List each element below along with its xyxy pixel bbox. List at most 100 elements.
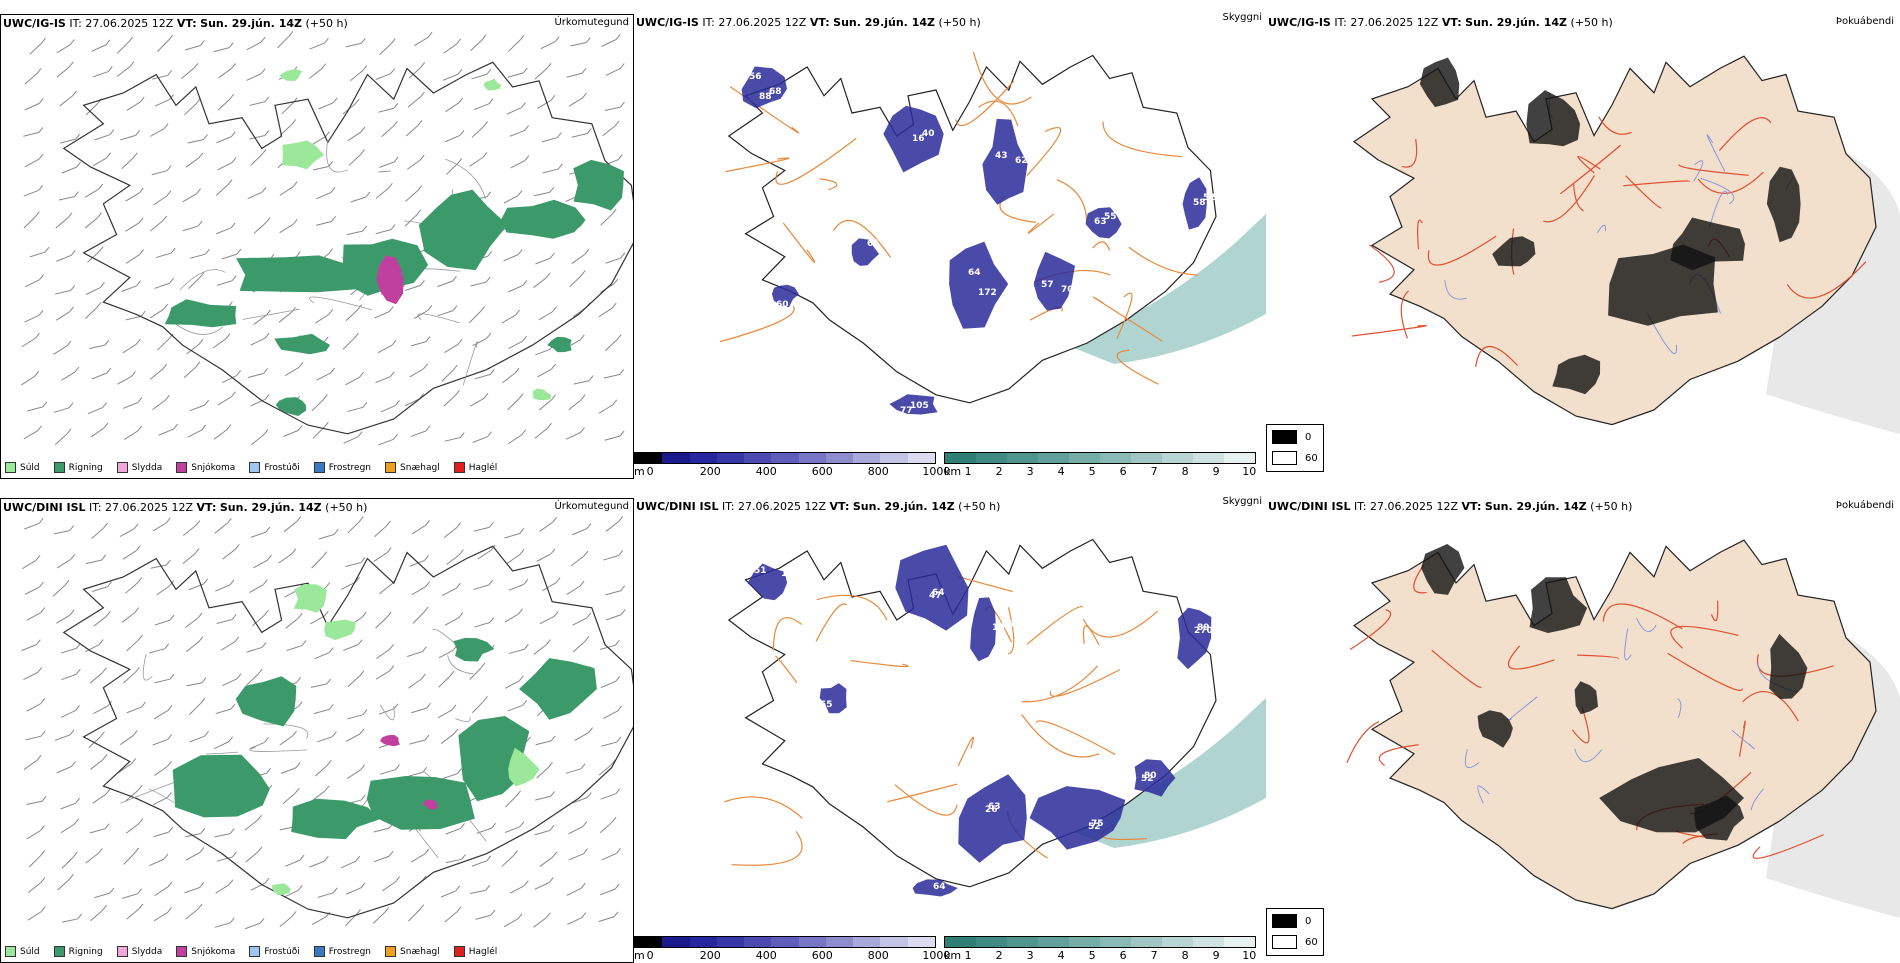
- wind-barb: [90, 754, 108, 770]
- drizzle-area: [324, 619, 356, 640]
- visibility-panel: UWC/IG-IS IT: 27.06.2025 12Z VT: Sun. 29…: [634, 12, 1266, 479]
- visibility-color-step: [1162, 937, 1193, 947]
- wind-barb: [278, 306, 296, 323]
- wind-barb: [119, 523, 139, 538]
- wind-barb: [123, 667, 140, 684]
- precip-legend-item: Frostregn: [313, 462, 372, 473]
- wind-barb: [121, 280, 141, 292]
- valid-time-value: Sun. 29.jún. 14Z: [1484, 500, 1587, 513]
- visibility-value-label: 26: [985, 805, 998, 815]
- road: [417, 313, 460, 324]
- wind-barb: [409, 363, 428, 378]
- road: [833, 220, 892, 258]
- wind-barb: [598, 759, 616, 776]
- wind-barb: [318, 97, 338, 110]
- wind-barb: [92, 152, 112, 167]
- wind-barb: [406, 154, 425, 170]
- wind-barb: [156, 34, 173, 53]
- wind-barb: [437, 704, 457, 719]
- wind-barb: [345, 557, 366, 567]
- wind-barb: [154, 277, 175, 289]
- road: [887, 783, 958, 803]
- wind-barb: [222, 370, 241, 384]
- wind-barb: [410, 425, 431, 437]
- init-time-value: 27.06.2025 12Z: [85, 17, 174, 30]
- wind-barb: [599, 883, 620, 896]
- wind-barb: [125, 310, 146, 321]
- wind-barb: [538, 394, 557, 411]
- wind-barb: [471, 695, 488, 714]
- wind-barb: [309, 37, 329, 50]
- river: [1693, 160, 1704, 182]
- wind-barb: [116, 36, 134, 54]
- road: [326, 140, 349, 173]
- legend-label: Frostregn: [328, 462, 372, 473]
- wind-barb: [213, 736, 233, 750]
- wind-barb: [154, 614, 175, 626]
- fog-indicator-area: [1492, 236, 1536, 267]
- visibility-value-label: 75: [1091, 819, 1104, 829]
- init-time-label: IT:: [702, 16, 715, 29]
- visibility-value-label: 68: [769, 87, 782, 97]
- wind-barb: [182, 188, 201, 203]
- road: [850, 659, 909, 668]
- legend-label: Frostúði: [264, 946, 300, 957]
- wind-barb: [149, 123, 169, 137]
- river: [1597, 224, 1607, 234]
- fog-indicator-area: [1694, 795, 1745, 841]
- init-time-label: IT:: [89, 501, 102, 514]
- road: [309, 296, 372, 311]
- wind-barb: [377, 339, 397, 354]
- wind-barb: [504, 675, 524, 689]
- wind-barb: [311, 785, 330, 802]
- legend-swatch: [1272, 935, 1297, 949]
- wind-barb: [605, 63, 625, 76]
- wind-barb: [600, 788, 621, 800]
- wind-barb: [56, 249, 76, 262]
- wind-barb: [568, 92, 587, 107]
- valid-time-label: VT:: [176, 17, 197, 30]
- low-visibility-area: [747, 563, 788, 601]
- wind-barb: [438, 670, 455, 688]
- wind-barb: [471, 68, 492, 80]
- road: [1351, 324, 1427, 337]
- visibility-value-label: 51: [754, 566, 767, 576]
- wind-barb: [413, 305, 433, 319]
- precip-legend-item: Slydda: [116, 462, 163, 473]
- wind-barb: [186, 338, 204, 355]
- rain-area: [418, 189, 508, 271]
- road: [1007, 607, 1015, 655]
- wind-barb: [316, 367, 336, 381]
- fog-indicator-area: [1574, 681, 1598, 715]
- wind-barb: [404, 209, 422, 227]
- wind-barb: [280, 762, 301, 774]
- visibility-value-label: 70: [1061, 285, 1074, 295]
- visibility-value-label: 80: [1144, 771, 1157, 781]
- fog-map: [1346, 539, 1900, 918]
- wind-barb: [534, 63, 552, 80]
- rain-area: [500, 199, 586, 239]
- elevation-tick: 600: [811, 949, 833, 962]
- wind-barb: [603, 369, 625, 379]
- low-visibility-area: [1134, 759, 1176, 797]
- visibility-panel: UWC/DINI ISL IT: 27.06.2025 12Z VT: Sun.…: [634, 496, 1266, 963]
- legend-label: Slydda: [131, 462, 163, 473]
- wind-barb: [24, 581, 44, 595]
- visibility-color-step: [945, 453, 976, 463]
- visibility-tick: 6: [1119, 949, 1127, 962]
- panel-header: UWC/IG-IS IT: 27.06.2025 12Z VT: Sun. 29…: [1268, 16, 1613, 29]
- road: [447, 655, 474, 675]
- wind-barb: [27, 906, 46, 921]
- low-visibility-area: [1177, 607, 1212, 670]
- visibility-color-step: [976, 453, 1007, 463]
- valid-time-value: Sun. 29.jún. 14Z: [1465, 16, 1567, 29]
- elevation-color-step: [825, 937, 854, 947]
- wind-barb: [317, 731, 337, 743]
- wind-barb: [27, 401, 48, 412]
- fog-indicator-area: [1670, 217, 1745, 271]
- wind-barb: [504, 821, 525, 833]
- fog-legend-item: 0: [1272, 914, 1311, 928]
- river: [1700, 177, 1735, 205]
- panel-title-fog: Þokuábendi: [1835, 16, 1894, 27]
- wind-barb: [150, 559, 171, 569]
